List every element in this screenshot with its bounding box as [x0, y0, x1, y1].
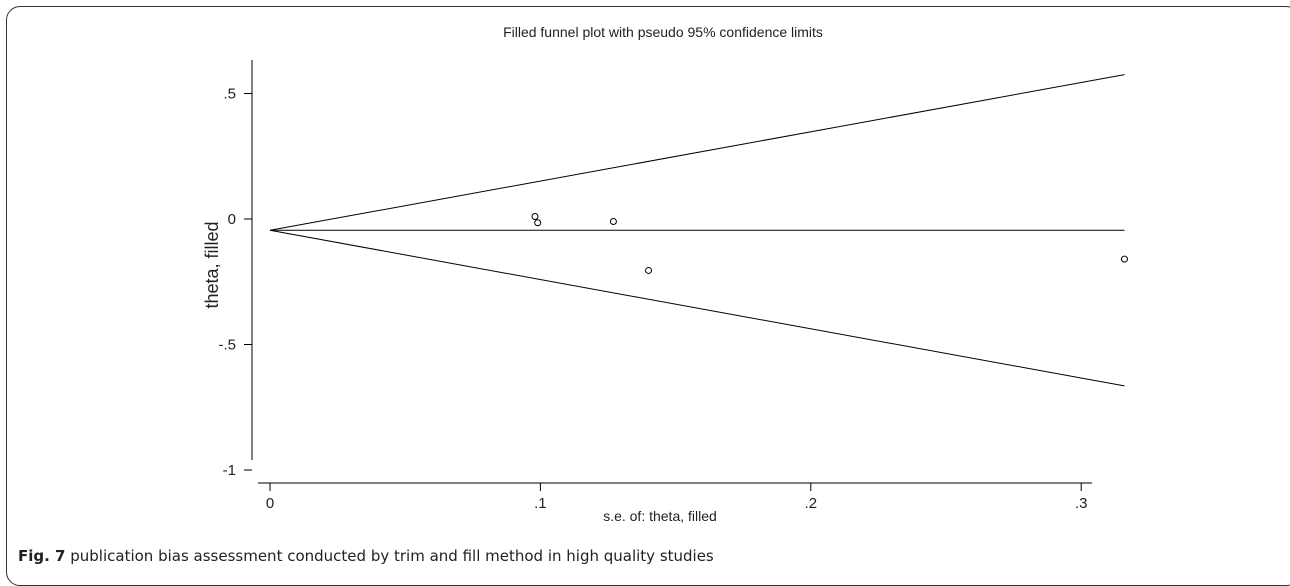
figure-label: Fig. 7	[18, 547, 66, 565]
x-axis-label: s.e. of: theta, filled	[603, 508, 717, 524]
data-point	[1120, 255, 1128, 263]
data-point	[534, 219, 542, 227]
lower-confidence-limit-line	[269, 229, 1125, 387]
y-axis-label: theta, filled	[202, 221, 222, 308]
funnel-lines	[269, 74, 1125, 387]
data-points	[531, 212, 1128, 274]
chart-title: Filled funnel plot with pseudo 95% confi…	[503, 24, 823, 40]
y-tick-label: -.5	[218, 337, 236, 354]
figure-caption-text: publication bias assessment conducted by…	[65, 547, 714, 565]
y-tick-label: 0	[228, 211, 236, 228]
x-axis: 0 .1 .2 .3	[258, 482, 1092, 512]
data-point	[531, 212, 539, 220]
data-point	[609, 218, 617, 226]
upper-confidence-limit-line	[269, 74, 1125, 231]
y-tick-label: .5	[223, 86, 236, 103]
y-axis: .5 0 -.5 -1	[218, 60, 253, 479]
y-ticks: .5 0 -.5 -1	[218, 86, 252, 479]
x-tick-label: .2	[805, 495, 818, 512]
figure-caption: Fig. 7 publication bias assessment condu…	[18, 547, 714, 565]
y-tick-label: -1	[223, 462, 236, 479]
x-tick-label: .1	[534, 495, 547, 512]
x-tick-label: 0	[266, 495, 274, 512]
x-tick-label: .3	[1075, 495, 1088, 512]
data-point	[645, 266, 653, 274]
x-ticks: 0 .1 .2 .3	[266, 483, 1088, 512]
